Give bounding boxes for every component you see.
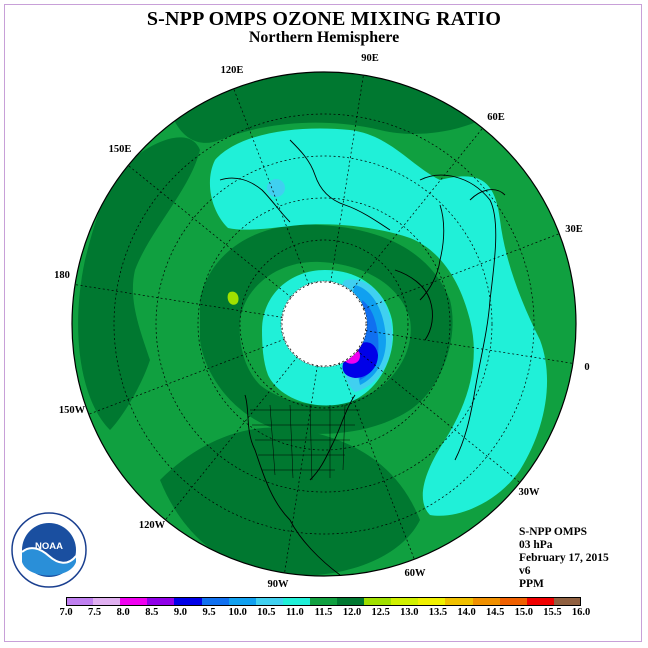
colorbar-tick-label: 10.5 xyxy=(257,607,276,618)
lon-label-90w: 90W xyxy=(268,579,290,590)
info-date: February 17, 2015 xyxy=(519,552,609,564)
colorbar-tick-label: 8.5 xyxy=(145,607,159,618)
lon-label-120e: 120E xyxy=(221,65,244,76)
colorbar-tick-label: 8.0 xyxy=(116,607,130,618)
graticule xyxy=(75,75,573,573)
info-level: 03 hPa xyxy=(519,539,553,551)
colorbar-swatch xyxy=(174,597,202,606)
meridian-line xyxy=(233,88,310,285)
lon-label-150w: 150W xyxy=(59,405,86,416)
colorbar-swatch xyxy=(282,597,311,606)
colorbar-swatch xyxy=(445,597,474,606)
colorbar-tick-label: 12.0 xyxy=(342,607,362,618)
colorbar-swatch xyxy=(391,597,419,606)
field-11.5-12-west xyxy=(78,137,200,430)
info-units: PPM xyxy=(519,578,544,590)
colorbar-tick-label: 13.5 xyxy=(428,607,448,618)
colorbar-tick-label: 9.5 xyxy=(202,607,216,618)
colorbar-swatch xyxy=(364,597,392,606)
field-10-10.5-spot xyxy=(267,179,285,197)
colorbar-tick-label: 10.0 xyxy=(228,607,247,618)
lon-label-90e: 90E xyxy=(361,53,379,64)
meridian-line xyxy=(165,356,298,521)
meridian-line xyxy=(365,330,573,364)
lon-label-60w: 60W xyxy=(405,568,427,579)
colorbar-tick-label: 15.0 xyxy=(514,607,533,618)
meridian-line xyxy=(363,233,560,310)
meridian-line xyxy=(338,363,415,560)
noaa-logo: NOAA xyxy=(11,512,87,588)
colorbar-swatch xyxy=(309,597,338,606)
colorbar-tick-label: 12.5 xyxy=(371,607,390,618)
meridian-line xyxy=(350,127,483,292)
colorbar-swatch xyxy=(120,597,148,606)
lon-label-30w: 30W xyxy=(519,487,541,498)
colorbar-tick-label: 16.0 xyxy=(571,607,591,618)
meridian-line xyxy=(356,350,521,483)
colorbar-tick-label: 9.0 xyxy=(173,607,187,618)
lon-label-150e: 150E xyxy=(109,144,132,155)
colorbar-swatch xyxy=(337,597,365,606)
colorbar-swatch xyxy=(66,597,94,606)
map-title: S-NPP OMPS OZONE MIXING RATIO xyxy=(146,8,502,30)
lon-label-120w: 120W xyxy=(139,520,166,531)
colorbar-swatch xyxy=(147,597,175,606)
colorbar-swatch xyxy=(526,597,555,606)
figure-frame xyxy=(4,4,642,642)
colorbar-tick-label: 7.0 xyxy=(59,607,73,618)
colorbar-tick-label: 7.5 xyxy=(88,607,102,618)
meridian-line xyxy=(88,338,285,415)
colorbar-tick-label: 15.5 xyxy=(543,607,562,618)
colorbar-swatch xyxy=(93,597,121,606)
field-12-12.5-spot xyxy=(227,291,239,305)
polar-cap-outline xyxy=(280,280,368,368)
colorbar-swatch xyxy=(472,597,501,606)
meridian-line xyxy=(127,165,292,298)
map-boundary xyxy=(71,71,577,577)
colorbar-tick-label: 11.5 xyxy=(314,607,333,618)
meridian-line xyxy=(330,75,364,283)
lon-label-60e: 60E xyxy=(487,112,505,123)
meridian-line xyxy=(75,284,283,318)
colorbar-swatch xyxy=(418,597,446,606)
lon-label-180: 180 xyxy=(54,270,70,281)
colorbar-swatch xyxy=(201,597,230,606)
field-11.5-12-south xyxy=(160,427,420,576)
info-instrument: S-NPP OMPS xyxy=(519,526,588,538)
us-state-borders xyxy=(250,404,360,481)
info-version: v6 xyxy=(519,565,531,577)
lon-label-0: 0 xyxy=(584,362,589,373)
colorbar-tick-label: 14.0 xyxy=(457,607,476,618)
colorbar-swatch xyxy=(553,597,582,606)
colorbar-tick-label: 11.0 xyxy=(285,607,304,618)
colorbar-swatch xyxy=(228,597,257,606)
colorbar-tick-label: 13.0 xyxy=(400,607,419,618)
meridian-line xyxy=(284,365,318,573)
lon-label-30e: 30E xyxy=(565,224,583,235)
ozone-field xyxy=(72,72,576,576)
polar-no-data xyxy=(281,281,367,367)
colorbar-swatch xyxy=(255,597,284,606)
map-subtitle: Northern Hemisphere xyxy=(248,29,400,46)
noaa-logo-text: NOAA xyxy=(35,541,63,552)
colorbar-tick-label: 14.5 xyxy=(485,607,505,618)
colorbar-swatch xyxy=(499,597,528,606)
